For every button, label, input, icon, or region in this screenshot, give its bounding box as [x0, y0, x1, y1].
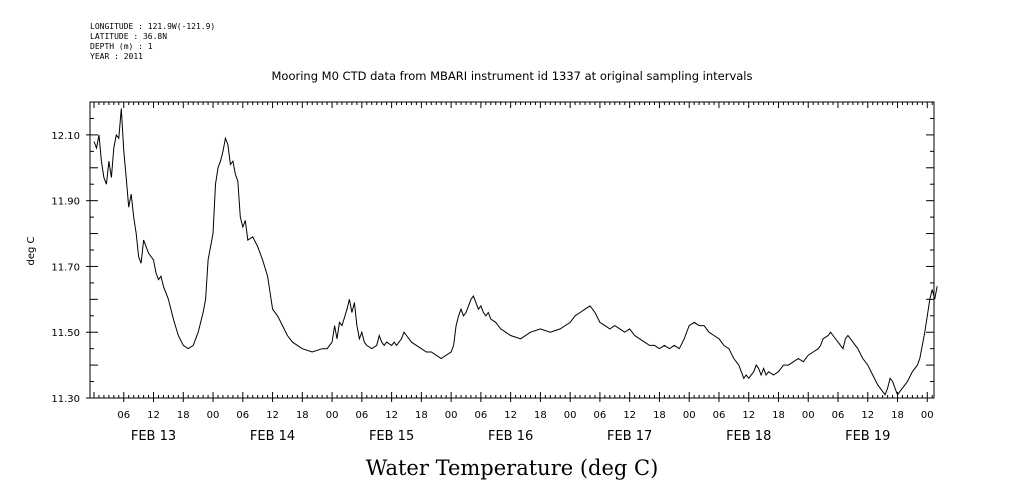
y-axis-label: deg C — [26, 236, 37, 265]
x-tick-label: 06 — [117, 410, 130, 421]
depth-text: DEPTH (m) : 1 — [90, 42, 153, 51]
x-tick-label: 12 — [385, 410, 398, 421]
x-day-label: FEB 13 — [131, 429, 176, 444]
x-day-label: FEB 16 — [488, 429, 533, 444]
x-tick-label: 18 — [296, 410, 309, 421]
x-tick-label: 18 — [891, 410, 904, 421]
x-tick-label: 06 — [832, 410, 845, 421]
x-tick-label: 12 — [742, 410, 755, 421]
x-tick-label: 00 — [326, 410, 339, 421]
x-day-label: FEB 17 — [607, 429, 652, 444]
plot-frame — [89, 101, 935, 399]
y-tick-label: 11.50 — [51, 328, 80, 339]
tick-labels: 06 12 18 00 06 12 18 00 06 12 18 00 06 12 18 00 06 12 18 00… — [51, 131, 933, 444]
x-tick-label: 00 — [683, 410, 696, 421]
x-tick-label: 00 — [921, 410, 934, 421]
x-tick-label: 18 — [534, 410, 547, 421]
latitude-text: LATITUDE : 36.8N — [90, 32, 168, 41]
x-tick-label: 00 — [802, 410, 815, 421]
y-tick-label: 11.30 — [51, 394, 80, 405]
x-tick-label: 00 — [207, 410, 220, 421]
metadata-block: LONGITUDE : 121.9W(-121.9) LATITUDE : 36… — [90, 22, 215, 62]
x-tick-label: 12 — [266, 410, 279, 421]
x-tick-label: 12 — [504, 410, 517, 421]
x-tick-label: 06 — [713, 410, 726, 421]
tick-marks — [86, 101, 934, 402]
x-tick-label: 00 — [445, 410, 458, 421]
x-tick-label: 12 — [623, 410, 636, 421]
x-tick-label: 06 — [475, 410, 488, 421]
x-tick-label: 00 — [564, 410, 577, 421]
x-tick-label: 18 — [653, 410, 666, 421]
x-axis-label: Water Temperature (deg C) — [366, 456, 659, 480]
y-tick-label: 12.10 — [51, 131, 80, 142]
x-tick-label: 12 — [861, 410, 874, 421]
series-line-water-temperature — [93, 108, 938, 396]
x-tick-label: 18 — [177, 410, 190, 421]
chart-title: Mooring M0 CTD data from MBARI instrumen… — [272, 69, 753, 83]
y-tick-label: 11.70 — [51, 262, 80, 273]
x-tick-label: 06 — [236, 410, 249, 421]
year-text: YEAR : 2011 — [90, 52, 143, 61]
y-tick-label: 11.90 — [51, 197, 80, 208]
x-tick-label: 18 — [772, 410, 785, 421]
x-day-label: FEB 14 — [250, 429, 295, 444]
x-day-label: FEB 19 — [845, 429, 890, 444]
x-tick-label: 12 — [147, 410, 160, 421]
x-tick-label: 06 — [355, 410, 368, 421]
x-tick-label: 18 — [415, 410, 428, 421]
longitude-text: LONGITUDE : 121.9W(-121.9) — [90, 22, 216, 31]
x-day-label: FEB 18 — [726, 429, 771, 444]
x-day-label: FEB 15 — [369, 429, 414, 444]
x-tick-label: 06 — [594, 410, 607, 421]
